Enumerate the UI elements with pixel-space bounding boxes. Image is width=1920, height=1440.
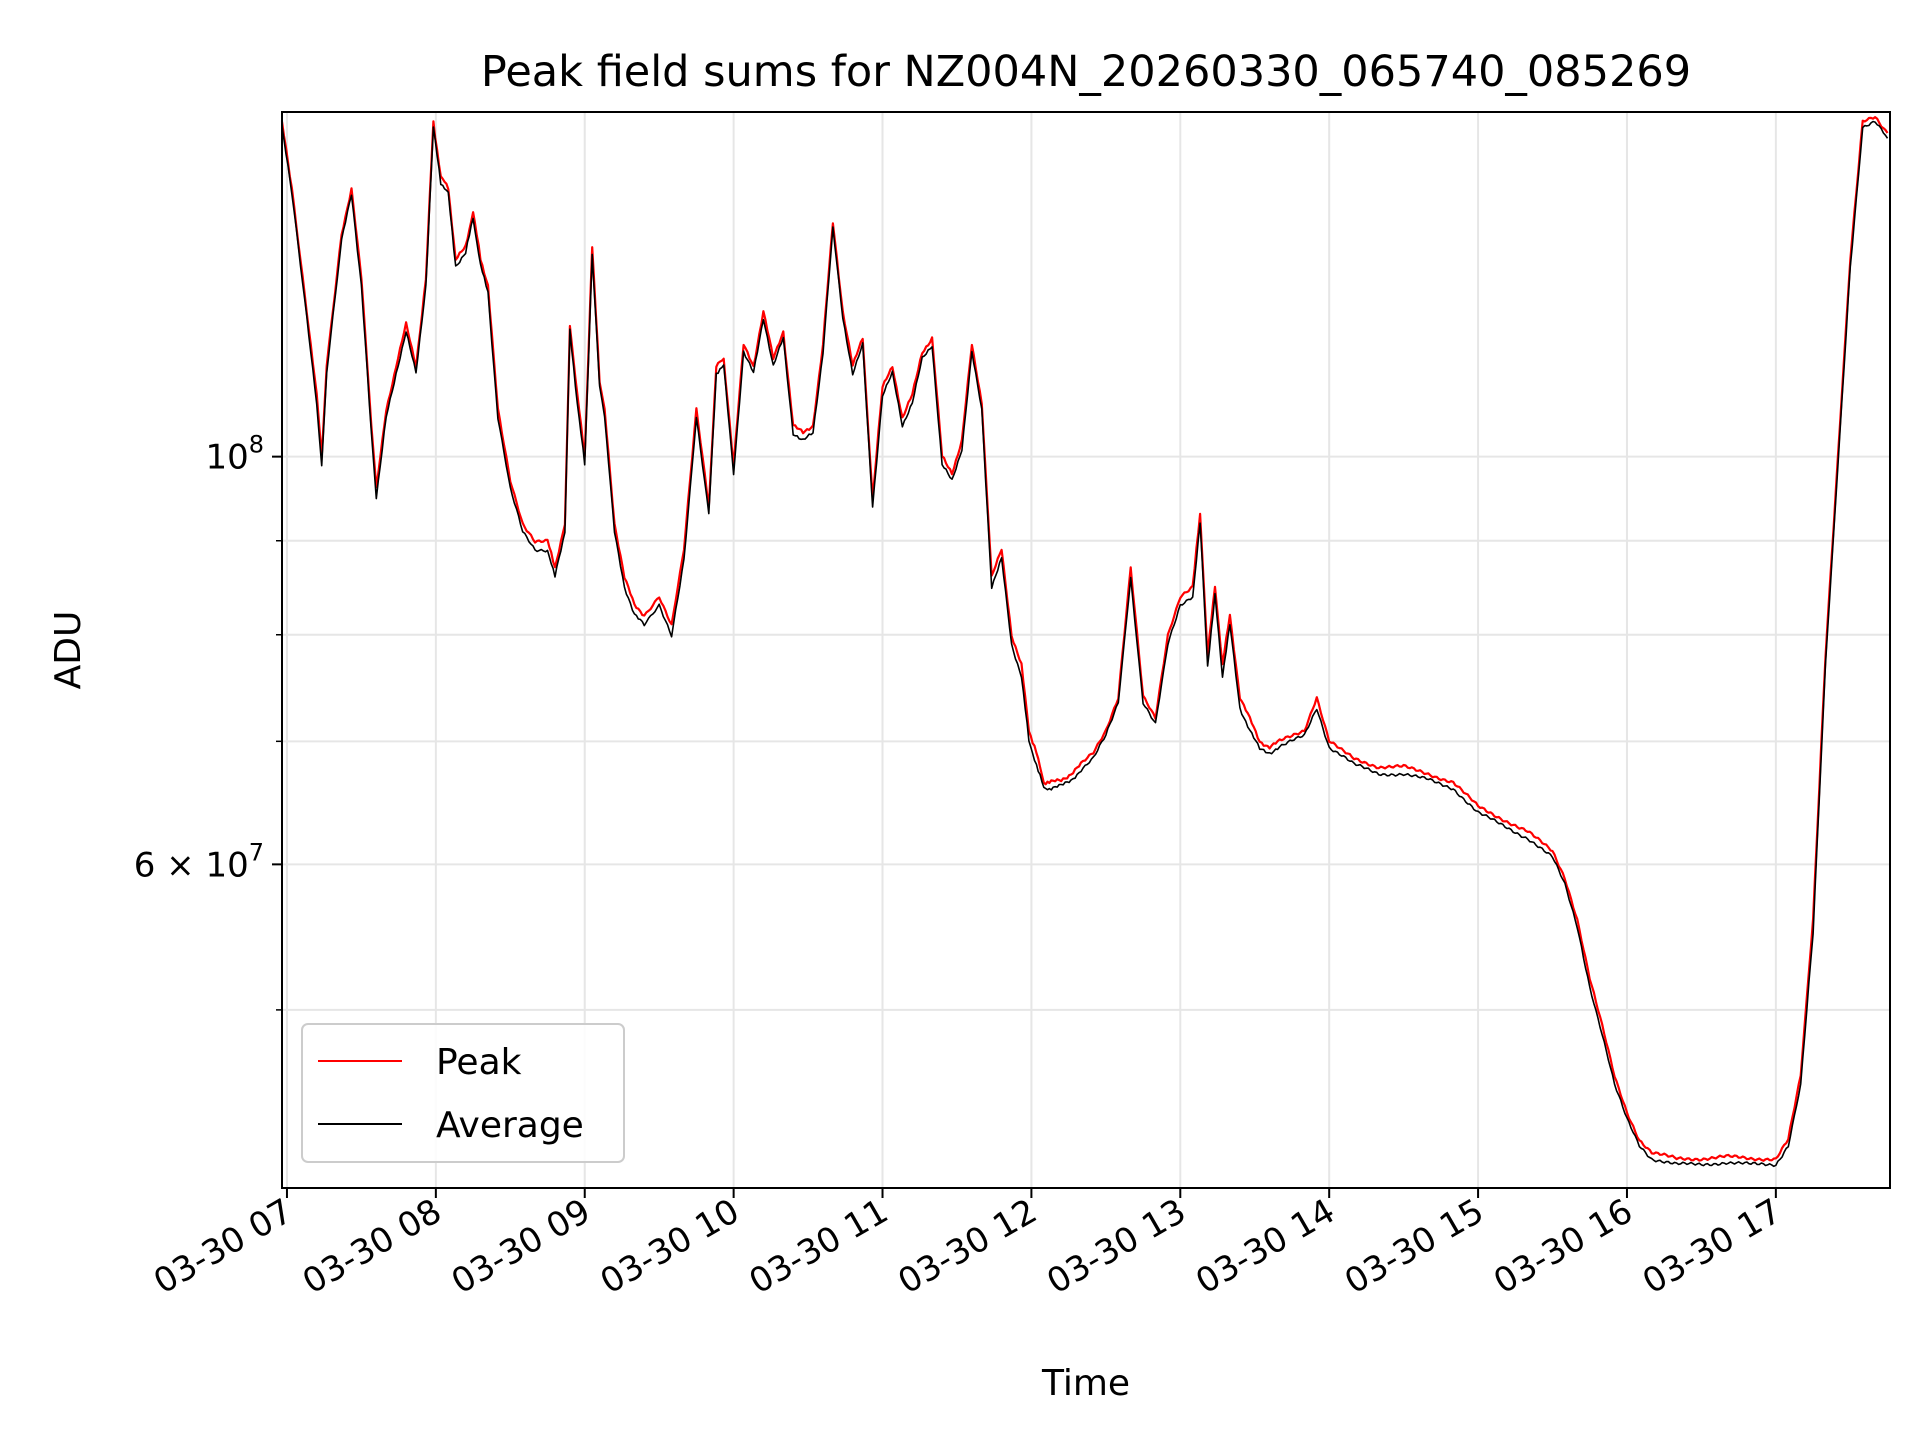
series-layer	[280, 115, 1889, 1168]
grid	[282, 112, 1890, 1188]
y-axis-label: ADU	[48, 611, 89, 690]
y-tick-exponent: 8	[249, 431, 264, 459]
legend-box	[301, 1023, 625, 1163]
series-line-peak	[280, 115, 1889, 1162]
plot-frame	[281, 111, 1891, 1189]
y-tick-base: 10	[205, 438, 248, 478]
chart-title: Peak field sums for NZ004N_20260330_0657…	[481, 47, 1691, 97]
legend-label-peak: Peak	[436, 1042, 522, 1083]
y-tick-label: 108	[205, 431, 264, 478]
y-tick-base: 6 × 10	[134, 845, 249, 885]
legend: Peak Average	[301, 1023, 625, 1163]
series-line-average	[281, 120, 1889, 1168]
legend-label-average: Average	[436, 1105, 584, 1146]
y-tick-label: 6 × 107	[134, 838, 264, 885]
y-tick-exponent: 7	[249, 838, 264, 866]
x-axis-label: Time	[1041, 1363, 1130, 1404]
